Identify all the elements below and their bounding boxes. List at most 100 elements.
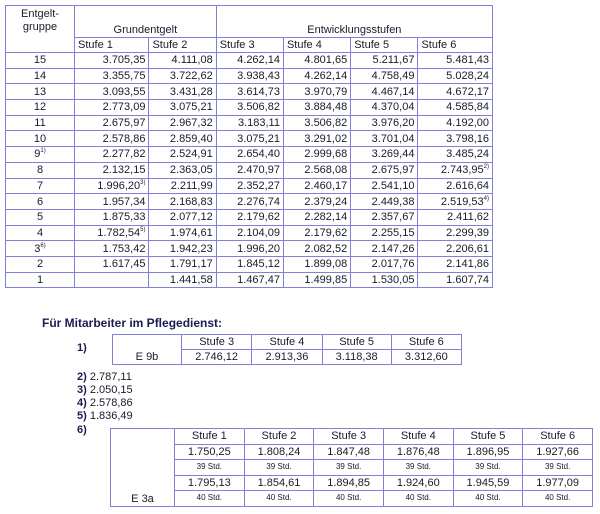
group-cell: 6: [5, 193, 75, 210]
salary-cell: 3.355,75: [73, 67, 150, 85]
salary-cell: 4.672,17: [417, 83, 493, 101]
group-cell: 36): [5, 240, 75, 257]
salary-value: 2.017,76: [371, 258, 415, 271]
salary-cell: 1.791,17: [148, 255, 217, 273]
salary-cell: 2.675,97: [350, 161, 419, 179]
stufe-header: Stufe 4: [382, 428, 454, 445]
salary-value: 2.460,17: [304, 179, 348, 192]
salary-cell: 1.441,58: [148, 271, 217, 289]
salary-cell: 3.701,04: [350, 130, 419, 148]
group-cell: 10: [5, 130, 75, 148]
salary-value: 4.370,04: [371, 101, 415, 114]
salary-cell: 2.282,14: [282, 208, 352, 226]
salary-value: 2.859,40: [169, 132, 213, 145]
salary-value: 3.355,75: [102, 70, 146, 83]
salary-value: 1.607,74: [446, 273, 489, 286]
group-number: 15: [33, 54, 47, 67]
footnote-line: 4) 2.578,86: [77, 397, 133, 409]
table-row: 2 1.617,45 1.791,17 1.845,12 1.899,08 2.017,7…: [5, 255, 493, 273]
salary-value: 2.411,62: [446, 211, 489, 224]
table-row: 8 2.132,15 2.363,05 2.470,97 2.568,08 2.675,9…: [5, 161, 493, 179]
stufe-header: Stufe 5: [350, 37, 419, 53]
salary-39h: 1.927,66: [522, 443, 593, 460]
salary-cell: 2.379,24: [282, 193, 352, 210]
table-row: 13 3.093,55 3.431,28 3.614,73 3.970,79 4.467,…: [5, 83, 493, 101]
salary-cell: 1.845,12: [215, 255, 284, 273]
salary-value: 2.578,86: [102, 132, 146, 145]
stufe-header: Stufe 6: [390, 334, 463, 350]
salary-value: 4.467,14: [371, 85, 415, 98]
table-row: 5 1.875,33 2.077,12 2.179,62 2.282,14 2.357,6…: [5, 208, 493, 226]
salary-value: 4.192,00: [446, 117, 489, 130]
salary-value: 3.701,04: [371, 132, 415, 145]
salary-value: 1.753,42: [102, 242, 146, 255]
hours-39: 39 Std.: [243, 459, 315, 476]
table-row: 4 1.782,545) 1.974,61 2.104,09 2.179,62 2.255…: [5, 224, 493, 242]
salary-cell: 4.801,65: [282, 52, 352, 69]
salary-cell: 5.028,24: [417, 67, 493, 85]
salary-cell: 2.999,68: [282, 146, 352, 163]
hours-39: 39 Std.: [313, 459, 384, 476]
salary-cell: 3.075,21: [215, 130, 284, 148]
salary-value: 3.798,16: [446, 132, 489, 145]
salary-value: 1.942,23: [169, 242, 213, 255]
group-number: 4: [36, 226, 44, 239]
footnote-value: 1.836,49: [89, 410, 133, 422]
footnote-number: 3): [77, 384, 87, 396]
hours-39: 39 Std.: [174, 459, 245, 476]
hours-39: 39 Std.: [382, 459, 454, 476]
hours-40: 40 Std.: [522, 490, 593, 507]
table-row: 10 2.578,86 2.859,40 3.075,21 3.291,02 3.701,…: [5, 130, 493, 148]
salary-cell: 4.758,49: [350, 67, 419, 85]
hours-40: 40 Std.: [452, 490, 524, 507]
footnote-mark: 6): [40, 242, 46, 249]
salary-value: 2.746,12: [180, 349, 253, 365]
salary-value: 2.449,38: [371, 195, 415, 208]
salary-cell: 4.111,08: [148, 52, 217, 69]
salary-cell: 1.942,23: [148, 240, 217, 257]
group-number: 1: [36, 273, 44, 286]
stufe-header: Stufe 4: [282, 37, 352, 53]
footnote-line: 2) 2.787,11: [77, 371, 132, 383]
salary-cell: 2.616,64: [417, 177, 493, 195]
salary-value: 2.179,62: [304, 226, 348, 239]
footnote-number: 2): [77, 371, 87, 383]
salary-value: 1.499,85: [304, 273, 348, 286]
salary-cell: 2.299,39: [417, 224, 493, 242]
salary-cell: 2.077,12: [148, 208, 217, 226]
group-number: 9: [34, 148, 41, 161]
salary-value: 1.791,17: [169, 258, 213, 271]
salary-cell: 1.530,05: [350, 271, 419, 289]
group-number: 3: [34, 242, 41, 255]
group-number: 13: [33, 85, 47, 98]
group-cell: 13: [5, 83, 75, 101]
salary-cell: 3.485,24: [417, 146, 493, 163]
salary-value: 1.996,20: [237, 242, 280, 255]
footnote-mark: 4): [483, 195, 489, 202]
salary-value: 1.974,61: [169, 226, 213, 239]
salary-value: 2.082,52: [304, 242, 348, 255]
salary-value: 3.183,11: [237, 117, 280, 130]
salary-39h: 1.808,24: [243, 443, 315, 460]
group-number: 12: [33, 101, 47, 114]
salary-cell: 1.499,85: [282, 271, 352, 289]
footnote-mark: 2): [483, 164, 489, 171]
salary-value: 2.168,83: [169, 195, 213, 208]
group-number: 10: [33, 132, 47, 145]
e3a-label: E 3a: [110, 428, 175, 507]
salary-cell: 3.705,35: [73, 52, 150, 69]
salary-value: 1.875,33: [102, 211, 146, 224]
stufe-header: Stufe 2: [148, 37, 217, 53]
salary-cell: 2.743,952): [417, 161, 493, 179]
group-cell: 5: [5, 208, 75, 226]
salary-value: 4.111,08: [171, 54, 213, 67]
salary-40h: 1.854,61: [243, 474, 315, 491]
salary-value: 4.262,14: [304, 70, 348, 83]
salary-value: 2.654,40: [237, 148, 280, 161]
salary-value: 3.312,60: [390, 349, 463, 365]
salary-value: 2.179,62: [237, 211, 280, 224]
salary-value: 3.506,82: [237, 101, 280, 114]
group-cell: 1: [5, 271, 75, 289]
group-number: 2: [36, 258, 44, 271]
